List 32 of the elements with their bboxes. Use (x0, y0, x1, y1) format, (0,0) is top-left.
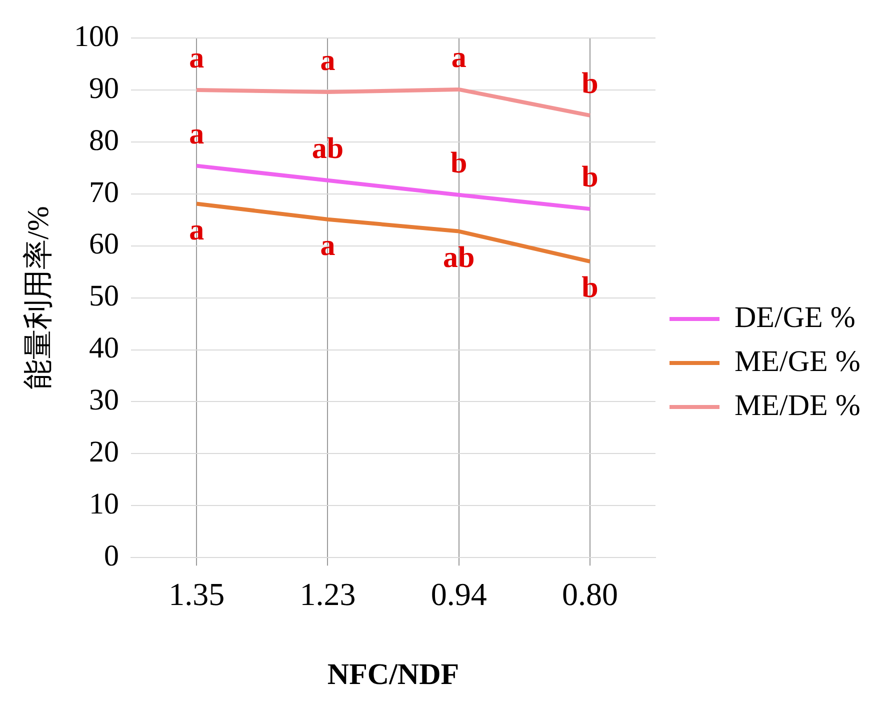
legend-label: DE/GE % (734, 300, 856, 334)
y-tick-label: 30 (89, 384, 119, 417)
annotation: a (189, 42, 204, 75)
x-tick-label: 1.23 (300, 576, 356, 612)
annotation: a (320, 44, 336, 77)
y-tick-label: 0 (104, 539, 119, 572)
x-tick-label: 1.35 (168, 576, 225, 612)
annotation: ab (312, 132, 344, 166)
x-tick-label: 0.94 (430, 576, 487, 612)
x-axis-title: NFC/NDF (327, 658, 460, 691)
y-tick-label: 20 (89, 436, 119, 469)
legend-label: ME/DE % (734, 388, 860, 422)
y-tick-label: 70 (89, 176, 119, 209)
annotation: a (320, 229, 336, 262)
y-tick-label: 100 (74, 20, 119, 53)
annotation: a (189, 214, 204, 246)
annotation: b (582, 67, 598, 100)
annotation: b (582, 271, 598, 304)
y-tick-label: 40 (89, 332, 119, 365)
annotation: ab (442, 241, 475, 274)
annotation: a (451, 41, 466, 74)
legend-label: ME/GE % (734, 344, 860, 378)
y-tick-label: 50 (89, 280, 119, 313)
annotation: b (582, 160, 598, 194)
y-tick-label: 60 (89, 228, 119, 261)
x-tick-label: 0.80 (562, 576, 618, 612)
y-tick-label: 90 (89, 72, 119, 105)
y-axis-title: 能量利用率/% (22, 206, 55, 390)
annotation: a (189, 118, 204, 151)
y-tick-label: 80 (89, 124, 119, 157)
annotation: b (450, 146, 468, 180)
y-tick-label: 10 (89, 488, 119, 521)
